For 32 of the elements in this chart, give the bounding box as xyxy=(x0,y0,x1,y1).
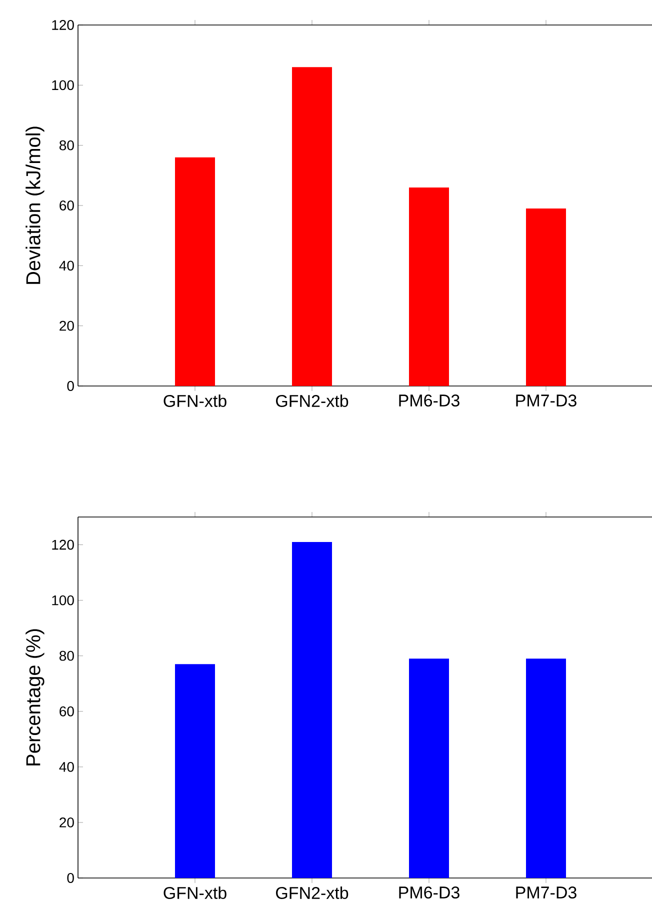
y-axis-title: Percentage (%) xyxy=(25,629,44,766)
x-tick-label: GFN-xtb xyxy=(164,394,226,408)
x-tick-label: PM7-D3 xyxy=(516,886,576,899)
x-tick-label: GFN-xtb xyxy=(164,886,226,900)
x-tick-label: GFN2-xtb xyxy=(276,394,348,408)
bar xyxy=(408,658,449,878)
y-tick-label: 0 xyxy=(67,873,74,883)
bar xyxy=(408,187,449,386)
y-tick-label: 60 xyxy=(59,706,74,716)
y-tick-label: 120 xyxy=(52,540,74,550)
bar xyxy=(292,542,332,878)
y-tick-label: 20 xyxy=(59,817,74,828)
y-tick-label: 80 xyxy=(59,140,74,150)
y-tick-label: 60 xyxy=(59,200,74,210)
bar xyxy=(526,658,566,878)
y-tick-label: 40 xyxy=(59,762,74,772)
x-tick-label: PM6-D3 xyxy=(399,886,460,899)
x-tick-label: PM7-D3 xyxy=(516,394,576,407)
x-tick-label: GFN2-xtb xyxy=(276,886,348,900)
y-tick-label: 40 xyxy=(59,260,74,271)
y-axis-title: Deviation (kJ/mol) xyxy=(25,126,44,284)
x-tick-label: PM6-D3 xyxy=(399,394,460,407)
y-tick-label: 20 xyxy=(59,320,74,331)
bar xyxy=(292,67,332,386)
y-tick-label: 80 xyxy=(59,650,74,661)
bar xyxy=(526,208,566,386)
bar xyxy=(174,664,215,878)
y-tick-label: 100 xyxy=(52,80,74,90)
bar xyxy=(174,157,215,386)
y-tick-label: 0 xyxy=(67,381,74,391)
y-tick-label: 120 xyxy=(52,20,74,30)
y-tick-label: 100 xyxy=(52,595,74,606)
